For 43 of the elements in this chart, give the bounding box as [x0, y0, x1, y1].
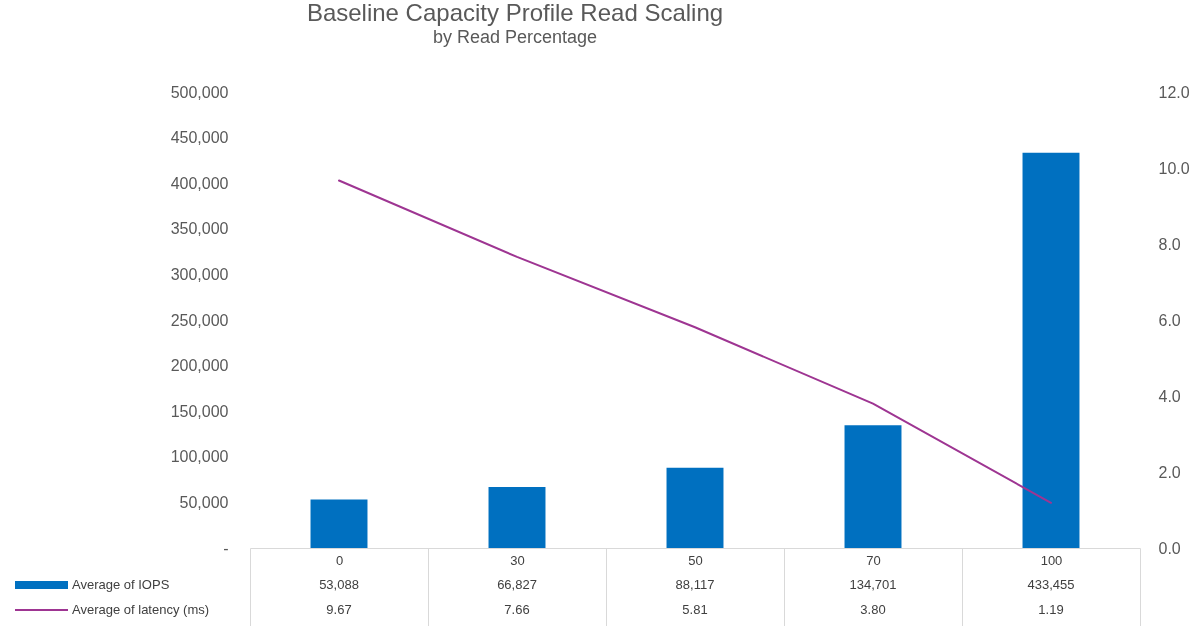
chart-title: Baseline Capacity Profile Read Scaling	[306, 0, 724, 26]
data-label: 9.67	[326, 602, 352, 617]
y-tick-label: 150,000	[170, 402, 229, 420]
y2-tick-label: 6.0	[1158, 311, 1181, 329]
y2-tick-label: 8.0	[1158, 235, 1181, 253]
y-tick-label: 50,000	[179, 493, 229, 511]
y2-tick-label: 0.0	[1158, 539, 1181, 557]
y-tick-label: 200,000	[170, 357, 229, 375]
data-label: 66,827	[497, 577, 537, 592]
x-tick-label: 0	[335, 552, 344, 568]
y2-tick-label: 10.0	[1158, 159, 1190, 177]
bar	[310, 499, 368, 548]
data-label: 88,117	[675, 577, 715, 592]
line-series	[338, 179, 1052, 504]
y2-tick-label: 4.0	[1158, 387, 1181, 405]
data-label: 3.80	[860, 602, 886, 617]
x-tick-label: 50	[688, 552, 703, 568]
data-label: 134,701	[849, 577, 897, 592]
legend-label: Average of latency (ms)	[72, 602, 210, 617]
data-label: 433,455	[1027, 577, 1075, 592]
y-tick-label: 350,000	[170, 220, 229, 238]
x-tick-label: 100	[1040, 552, 1063, 568]
y-tick-label: 100,000	[170, 448, 229, 466]
x-tick-label: 70	[866, 552, 881, 568]
data-label: 1.19	[1038, 602, 1064, 617]
y-tick-label: 450,000	[170, 129, 229, 147]
bar	[1022, 152, 1080, 548]
legend-label: Average of IOPS	[72, 577, 170, 592]
y-tick-label: 300,000	[170, 265, 229, 283]
y-tick-label: 250,000	[170, 311, 229, 329]
data-label: 5.81	[682, 602, 708, 617]
bar	[488, 487, 546, 548]
data-label: 7.66	[504, 602, 530, 617]
y-tick-label: 500,000	[170, 83, 229, 101]
x-tick-label: 30	[510, 552, 525, 568]
y-tick-label: 400,000	[170, 174, 229, 192]
bar	[666, 467, 724, 548]
bar	[844, 425, 902, 548]
chart-subtitle: by Read Percentage	[432, 27, 598, 47]
data-label: 53,088	[319, 577, 359, 592]
y2-tick-label: 2.0	[1158, 463, 1181, 481]
y-tick-label: -	[223, 539, 229, 557]
y2-tick-label: 12.0	[1158, 83, 1190, 101]
